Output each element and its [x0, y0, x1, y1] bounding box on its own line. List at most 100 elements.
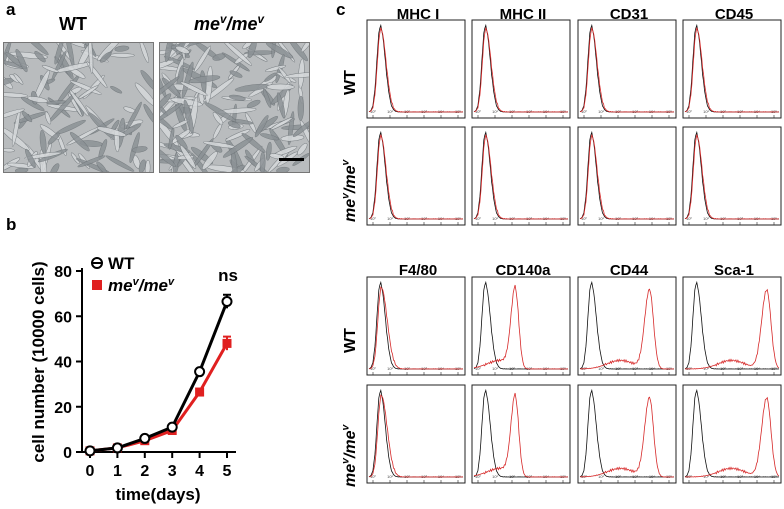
- cell-shape: [138, 159, 147, 172]
- flow-panel-frame: [366, 276, 466, 376]
- cell-shape: [192, 138, 214, 169]
- cell-shape: [188, 75, 221, 84]
- flow-title-cd45: CD45: [714, 6, 754, 23]
- cell-shape: [25, 148, 36, 168]
- flow-panel-r0-c1: 10⁰ 10¹ 10² 10³ 10⁴ 10⁵: [471, 19, 571, 119]
- flow-x-tick-label: 10⁴: [649, 109, 655, 114]
- cell-shape: [44, 111, 52, 125]
- cell-shape: [228, 94, 246, 101]
- cell-shape: [160, 141, 177, 168]
- legend-mutant-sup2: v: [168, 276, 175, 288]
- flow-x-tick-label: 10³: [526, 474, 532, 479]
- cell-shape: [4, 148, 15, 153]
- cell-shape: [47, 132, 60, 145]
- flow-panel-frame: [577, 19, 677, 119]
- isotype-histogram: [684, 280, 780, 370]
- flow-panel-r3-c2: 10⁰ 10¹ 10² 10³ 10⁴ 10⁵: [577, 384, 677, 484]
- cell-shape: [161, 77, 181, 98]
- cell-shape: [96, 126, 127, 137]
- cell-shape: [160, 76, 180, 102]
- cell-shape: [204, 102, 237, 122]
- cell-shape: [134, 82, 153, 107]
- flow-x-tick-label: 10²: [509, 366, 515, 371]
- flow-x-tick-label: 10¹: [387, 109, 393, 114]
- cell-shape: [259, 151, 266, 172]
- cell-shape: [247, 43, 257, 58]
- cell-shape: [241, 132, 266, 153]
- mutant-label-main2: me: [231, 14, 258, 34]
- flow-x-tick-label: 10⁴: [438, 109, 444, 114]
- panel-a-letter: a: [6, 0, 16, 19]
- data-point-wt: [84, 445, 96, 457]
- flow-title-f480: F4/80: [398, 262, 438, 279]
- isotype-histogram: [579, 388, 675, 478]
- flow-x-tick-label: 10⁰: [475, 109, 481, 114]
- flow-x-tick-label: 10³: [737, 109, 743, 114]
- cell-shape: [222, 137, 254, 158]
- flow-panel-r0-c0: 10⁰ 10¹ 10² 10³ 10⁴ 10⁵: [366, 19, 466, 119]
- y-axis-label: cell number (10000 cells): [29, 261, 48, 462]
- cell-shape: [41, 65, 59, 73]
- flow-x-tick-label: 10¹: [598, 366, 604, 371]
- y-tick-label: 40: [54, 355, 72, 372]
- cell-shape: [160, 93, 172, 110]
- data-point-wt: [139, 432, 151, 444]
- flow-x-tick-label: 10⁵: [771, 216, 777, 221]
- flow-x-tick-label: 10¹: [703, 109, 709, 114]
- flow-x-tick-label: 10⁵: [455, 216, 461, 221]
- flow-panel-r3-c0: 10⁰ 10¹ 10² 10³ 10⁴ 10⁵: [366, 384, 466, 484]
- x-tick-label: 0: [86, 463, 95, 480]
- flow-panel-frame: [577, 126, 677, 226]
- cell-shape: [179, 145, 197, 169]
- flow-x-tick-label: 10³: [421, 474, 427, 479]
- cell-shape: [140, 69, 153, 92]
- cell-shape: [270, 117, 293, 130]
- growth-chart: 0 20 40 60 80 0 1 2 3 4 5 cell number (10000 cells…: [29, 254, 238, 504]
- flow-x-tick-label: 10³: [421, 109, 427, 114]
- isotype-histogram: [579, 280, 675, 370]
- flow-x-tick-label: 10⁴: [754, 366, 760, 371]
- flow-x-tick-label: 10⁵: [666, 474, 672, 479]
- flow-x-tick-label: 10²: [615, 216, 621, 221]
- cell-shape: [276, 166, 290, 172]
- cell-shape: [202, 151, 218, 170]
- flow-x-tick-label: 10⁵: [771, 474, 777, 479]
- flow-x-tick-label: 10⁰: [475, 474, 481, 479]
- cell-shape: [88, 43, 94, 74]
- flow-x-tick-label: 10⁴: [438, 216, 444, 221]
- cell-shape: [51, 50, 67, 81]
- cell-shape: [49, 163, 60, 172]
- flow-x-tick-label: 10⁴: [649, 366, 655, 371]
- cell-shape: [222, 43, 253, 66]
- flow-x-tick-label: 10³: [421, 366, 427, 371]
- micro-title-mutant: mev/mev: [159, 14, 299, 35]
- marker-histogram: [684, 396, 780, 478]
- flow-x-tick-label: 10⁴: [438, 474, 444, 479]
- cell-shape: [164, 43, 173, 63]
- flow-x-tick-label: 10³: [737, 216, 743, 221]
- cell-shape: [15, 48, 28, 73]
- flow-x-tick-label: 10⁵: [666, 216, 672, 221]
- y-tick-label: 60: [54, 309, 72, 326]
- flow-x-tick-label: 10¹: [387, 216, 393, 221]
- cell-shape: [180, 81, 208, 96]
- cell-shape: [54, 43, 64, 65]
- data-point-wt: [111, 442, 123, 454]
- cell-shape: [297, 143, 308, 156]
- mutant-label-sep: /: [226, 14, 232, 34]
- cell-shape: [4, 108, 25, 121]
- flow-x-tick-label: 10²: [404, 366, 410, 371]
- flow-x-tick-label: 10¹: [703, 366, 709, 371]
- cell-shape: [212, 111, 224, 126]
- flow-x-tick-label: 10²: [509, 216, 515, 221]
- cell-shape: [229, 70, 243, 78]
- flow-panel-r2-c2: 10⁰ 10¹ 10² 10³ 10⁴ 10⁵: [577, 276, 677, 376]
- cell-shape: [77, 155, 106, 168]
- marker-histogram: [579, 288, 675, 370]
- x-axis-label: time(days): [115, 485, 200, 504]
- cell-shape: [144, 159, 151, 172]
- flow-x-tick-label: 10³: [737, 366, 743, 371]
- flow-panel-frame: [577, 384, 677, 484]
- flow-x-tick-label: 10¹: [387, 474, 393, 479]
- data-point-mutant: [222, 338, 232, 348]
